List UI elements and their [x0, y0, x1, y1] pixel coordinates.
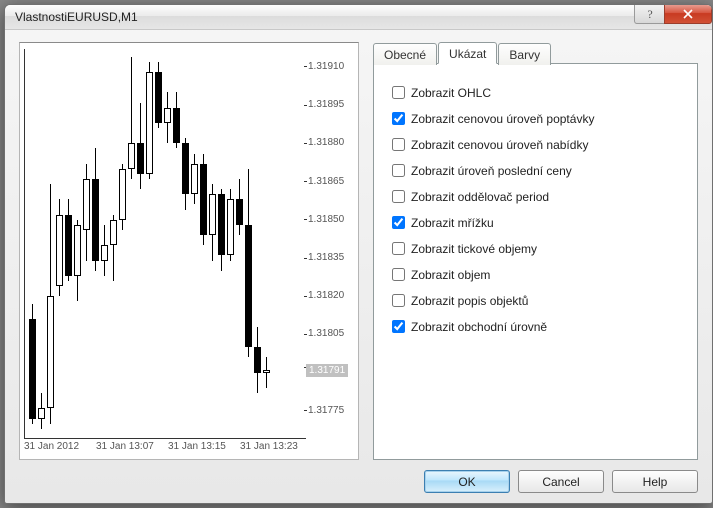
cancel-button[interactable]: Cancel — [518, 470, 604, 493]
tab-obecné[interactable]: Obecné — [373, 43, 437, 65]
checkbox-label: Zobrazit OHLC — [411, 86, 491, 100]
help-button[interactable]: Help — [612, 470, 698, 493]
help-icon: ? — [645, 8, 655, 20]
y-tick-label: 1.31865 — [308, 176, 344, 187]
y-tick-label: 1.31820 — [308, 290, 344, 301]
candle-body — [245, 225, 252, 347]
y-tick-label: 1.31895 — [308, 99, 344, 110]
client-area: 1.31910 1.31895 1.31880 1.31865 1.31850 1.318… — [5, 30, 712, 503]
checkbox-row: Zobrazit objem — [392, 266, 679, 283]
y-tick-label: 1.31910 — [308, 61, 344, 72]
candle-body — [119, 169, 126, 220]
checkbox-label: Zobrazit tickové objemy — [411, 242, 537, 256]
candle-body — [128, 143, 135, 168]
candle-body — [56, 215, 63, 286]
checkbox-row: Zobrazit úroveň poslední ceny — [392, 162, 679, 179]
checkbox-row: Zobrazit OHLC — [392, 84, 679, 101]
candle-body — [263, 370, 270, 373]
titlebar[interactable]: VlastnostiEURUSD,M1 ? — [5, 5, 712, 30]
checkbox-4[interactable] — [392, 190, 405, 203]
main-row: 1.31910 1.31895 1.31880 1.31865 1.31850 1.318… — [19, 42, 698, 460]
checkbox-row: Zobrazit mřížku — [392, 214, 679, 231]
checkbox-label: Zobrazit mřížku — [411, 216, 494, 230]
candle-body — [191, 164, 198, 195]
close-icon — [682, 9, 694, 19]
checkbox-row: Zobrazit cenovou úroveň nabídky — [392, 136, 679, 153]
dialog-window: VlastnostiEURUSD,M1 ? 1.319101.318951.31… — [4, 4, 713, 504]
candle-body — [173, 108, 180, 144]
checkbox-label: Zobrazit popis objektů — [411, 294, 528, 308]
x-tick-label: 31 Jan 2012 — [24, 441, 79, 452]
checkbox-7[interactable] — [392, 268, 405, 281]
candle-body — [29, 319, 36, 418]
y-tick-label: 1.31850 — [308, 214, 344, 225]
candle-body — [92, 179, 99, 261]
tab-content-ukazat: Zobrazit OHLC Zobrazit cenovou úroveň pop… — [373, 63, 698, 460]
y-tick-label: 1.31775 — [308, 405, 344, 416]
checkbox-label: Zobrazit objem — [411, 268, 490, 282]
tab-ukázat[interactable]: Ukázat — [438, 42, 497, 64]
candle-body — [254, 347, 261, 372]
candle-body — [110, 220, 117, 245]
candle-body — [146, 72, 153, 174]
candle-body — [227, 199, 234, 255]
x-tick-label: 31 Jan 13:23 — [240, 441, 298, 452]
y-tick-label: 1.31835 — [308, 252, 344, 263]
checkbox-0[interactable] — [392, 86, 405, 99]
candle-body — [47, 296, 54, 408]
candle-body — [101, 245, 108, 260]
x-tick-label: 31 Jan 13:15 — [168, 441, 226, 452]
checkbox-2[interactable] — [392, 138, 405, 151]
candle-body — [209, 194, 216, 235]
checkbox-row: Zobrazit oddělovač period — [392, 188, 679, 205]
checkbox-9[interactable] — [392, 320, 405, 333]
window-controls: ? — [634, 5, 712, 29]
candle-body — [182, 143, 189, 194]
candle-body — [164, 108, 171, 123]
candle-body — [65, 215, 72, 276]
checkbox-row: Zobrazit popis objektů — [392, 292, 679, 309]
current-price-indicator: 1.31791 — [306, 364, 348, 377]
y-tick-label: 1.31880 — [308, 137, 344, 148]
checkbox-row: Zobrazit cenovou úroveň poptávky — [392, 110, 679, 127]
dialog-button-row: OK Cancel Help — [19, 460, 698, 493]
checkbox-6[interactable] — [392, 242, 405, 255]
checkbox-row: Zobrazit obchodní úrovně — [392, 318, 679, 335]
candle-body — [155, 72, 162, 123]
checkbox-1[interactable] — [392, 112, 405, 125]
window-title: VlastnostiEURUSD,M1 — [15, 10, 634, 24]
checkbox-row: Zobrazit tickové objemy — [392, 240, 679, 257]
checkbox-8[interactable] — [392, 294, 405, 307]
candle-body — [236, 199, 243, 224]
chart-panel: 1.31910 1.31895 1.31880 1.31865 1.31850 1.318… — [19, 42, 359, 460]
checkbox-label: Zobrazit úroveň poslední ceny — [411, 164, 572, 178]
checkbox-label: Zobrazit obchodní úrovně — [411, 320, 547, 334]
checkbox-5[interactable] — [392, 216, 405, 229]
window-help-button[interactable]: ? — [634, 4, 664, 24]
candle-body — [74, 225, 81, 276]
chart-plot — [24, 49, 306, 439]
candle-body — [83, 179, 90, 230]
candle-body — [200, 164, 207, 235]
tab-panel: ObecnéUkázatBarvy Zobrazit OHLCZobrazit … — [373, 42, 698, 460]
window-close-button[interactable] — [664, 4, 712, 24]
checkbox-label: Zobrazit cenovou úroveň nabídky — [411, 138, 588, 152]
ok-button[interactable]: OK — [424, 470, 510, 493]
candle-body — [137, 143, 144, 174]
checkbox-label: Zobrazit oddělovač period — [411, 190, 549, 204]
checkbox-label: Zobrazit cenovou úroveň poptávky — [411, 112, 594, 126]
x-tick-label: 31 Jan 13:07 — [96, 441, 154, 452]
svg-text:?: ? — [647, 8, 652, 20]
tab-barvy[interactable]: Barvy — [498, 43, 551, 65]
y-tick-label: 1.31805 — [308, 328, 344, 339]
candle-body — [38, 408, 45, 418]
tab-strip: ObecnéUkázatBarvy — [373, 42, 698, 64]
candle-body — [218, 194, 225, 255]
checkbox-3[interactable] — [392, 164, 405, 177]
